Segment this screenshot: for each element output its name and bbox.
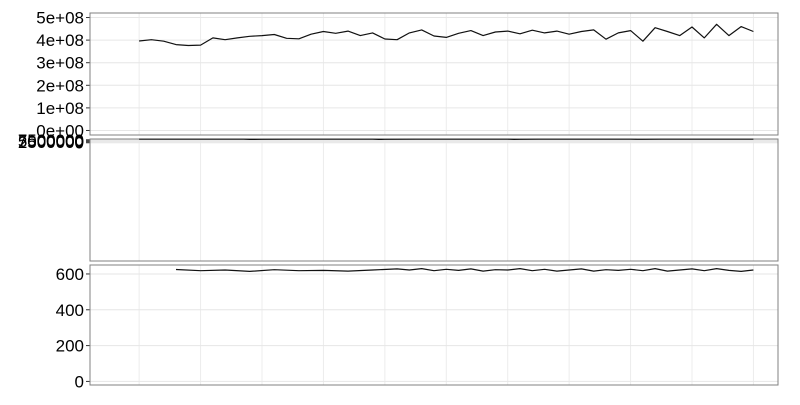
y-tick-label: 4e+08 bbox=[36, 31, 84, 50]
y-tick-label: 2e+08 bbox=[36, 76, 84, 95]
panel-border bbox=[90, 139, 778, 261]
panel-border bbox=[90, 265, 778, 385]
y-tick-label: 1e+08 bbox=[36, 99, 84, 118]
y-tick-label: 400 bbox=[56, 301, 84, 320]
y-tick-label: 0 bbox=[75, 372, 84, 391]
y-tick-label: 3e+08 bbox=[36, 54, 84, 73]
y-tick-label: 7500000 bbox=[18, 131, 84, 150]
y-tick-label: 200 bbox=[56, 337, 84, 356]
panel-3: 0 200 400 600 bbox=[56, 265, 778, 391]
y-tick-label: 5e+08 bbox=[36, 9, 84, 28]
y-tick-label: 600 bbox=[56, 265, 84, 284]
panel-border bbox=[90, 13, 778, 135]
series-line bbox=[176, 269, 753, 272]
